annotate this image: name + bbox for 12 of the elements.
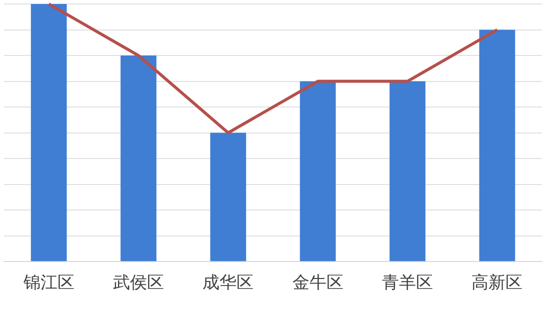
x-tick-label: 成华区 (202, 273, 254, 294)
x-tick-label: 高新区 (472, 273, 523, 294)
x-tick-label: 武侯区 (113, 273, 164, 294)
bar (479, 30, 516, 262)
bar (30, 4, 67, 262)
x-tick-label: 金牛区 (292, 273, 344, 294)
bar (120, 56, 156, 262)
bar (300, 81, 336, 262)
bar (390, 81, 426, 262)
x-tick-label: 锦江区 (22, 273, 74, 294)
x-tick-label: 青羊区 (382, 273, 433, 294)
bar (210, 132, 246, 262)
